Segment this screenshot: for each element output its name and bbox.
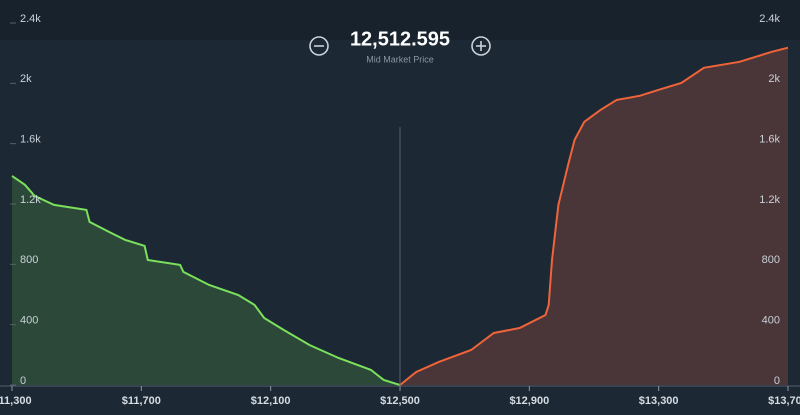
y-tick-label-left: 400 (20, 315, 38, 327)
x-tick-label: $12,500 (380, 395, 420, 407)
depth-area (400, 47, 788, 385)
y-tick-label-right: 2.4k (759, 13, 780, 25)
x-tick-label: $11,700 (122, 395, 161, 407)
header-band (0, 0, 800, 40)
y-tick-label-left: 0 (20, 375, 26, 387)
y-tick-label-right: 0 (774, 375, 780, 387)
y-tick-label-right: 1.6k (759, 134, 780, 146)
x-tick-label: $12,100 (251, 395, 291, 407)
depth-line (399, 46, 789, 386)
plot: 0 0 400 400 800 800 1.2k 1.2k 1.6k 1.6k 2k 2k 2.4k 2.… (0, 13, 800, 407)
y-tick-label-right: 1.2k (759, 194, 780, 206)
y-tick-label-left: 1.6k (20, 134, 41, 146)
depth-line (11, 175, 401, 386)
depth-area (12, 175, 400, 385)
mid-price-label: Mid Market Price (366, 54, 434, 64)
y-tick-label-left: 1.2k (20, 194, 41, 206)
y-tick-label-right: 400 (762, 315, 780, 327)
x-tick-label: $13,300 (639, 395, 679, 407)
zoom-out-button[interactable] (309, 36, 329, 56)
y-tick-label-right: 2k (768, 73, 780, 85)
x-tick-label: $13,700 (768, 395, 800, 407)
y-tick-label-left: 800 (20, 254, 38, 266)
zoom-in-button[interactable] (471, 36, 491, 56)
y-tick-label-left: 2k (20, 73, 32, 85)
y-tick-label-right: 800 (762, 254, 780, 266)
x-tick-label: $12,900 (509, 395, 549, 407)
y-tick-label-left: 2.4k (20, 13, 41, 25)
mid-price: 12,512.595 (350, 28, 450, 50)
x-tick-label: $11,300 (0, 395, 32, 407)
